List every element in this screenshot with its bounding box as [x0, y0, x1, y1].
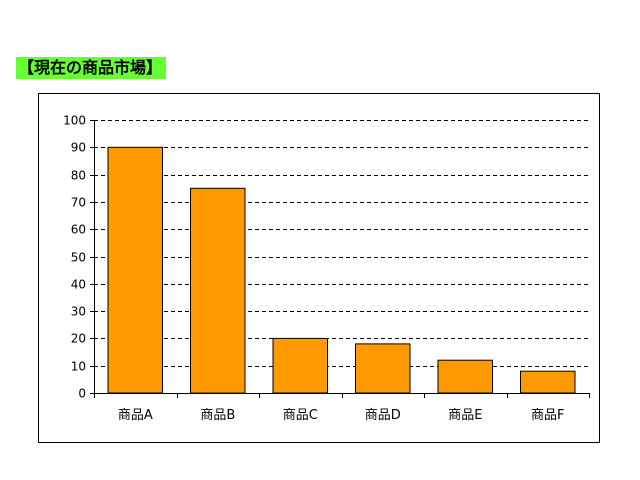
bar-2	[190, 187, 246, 394]
bar-1	[107, 146, 163, 394]
y-tick-label: 90	[71, 141, 86, 155]
y-tick-label: 60	[71, 223, 86, 237]
section-title: 【現在の商品市場】	[16, 57, 167, 79]
y-tick-label: 80	[71, 169, 86, 183]
y-tick-labels: 0 10 20 30 40 50 60 70 80 90 100	[63, 114, 86, 401]
y-tick-label: 10	[71, 360, 86, 374]
y-tick-label: 30	[71, 305, 86, 319]
y-tick-label: 40	[71, 278, 86, 292]
axes	[90, 120, 590, 398]
chart-frame: 0 10 20 30 40 50 60 70 80 90 100 商品A 商品B 商品C 商品D 商品E 商品…	[38, 93, 600, 443]
y-tick-label: 100	[63, 114, 86, 128]
gridlines	[94, 120, 589, 367]
bars	[107, 146, 576, 394]
y-tick-label: 20	[71, 332, 86, 346]
x-category-labels: 商品A 商品B 商品C 商品D 商品E 商品F	[118, 408, 565, 423]
x-category-label: 商品C	[283, 408, 318, 423]
y-tick-label: 50	[71, 251, 86, 265]
bar-3	[272, 337, 328, 394]
x-category-label: 商品B	[200, 408, 235, 423]
bar-5	[437, 359, 493, 394]
bar-6	[520, 370, 576, 394]
x-category-label: 商品A	[118, 408, 153, 423]
y-tick-label: 0	[78, 387, 86, 401]
x-category-label: 商品D	[365, 408, 401, 423]
y-tick-label: 70	[71, 196, 86, 210]
x-category-label: 商品E	[448, 408, 482, 423]
x-category-label: 商品F	[531, 408, 564, 423]
bar-4	[355, 343, 411, 394]
